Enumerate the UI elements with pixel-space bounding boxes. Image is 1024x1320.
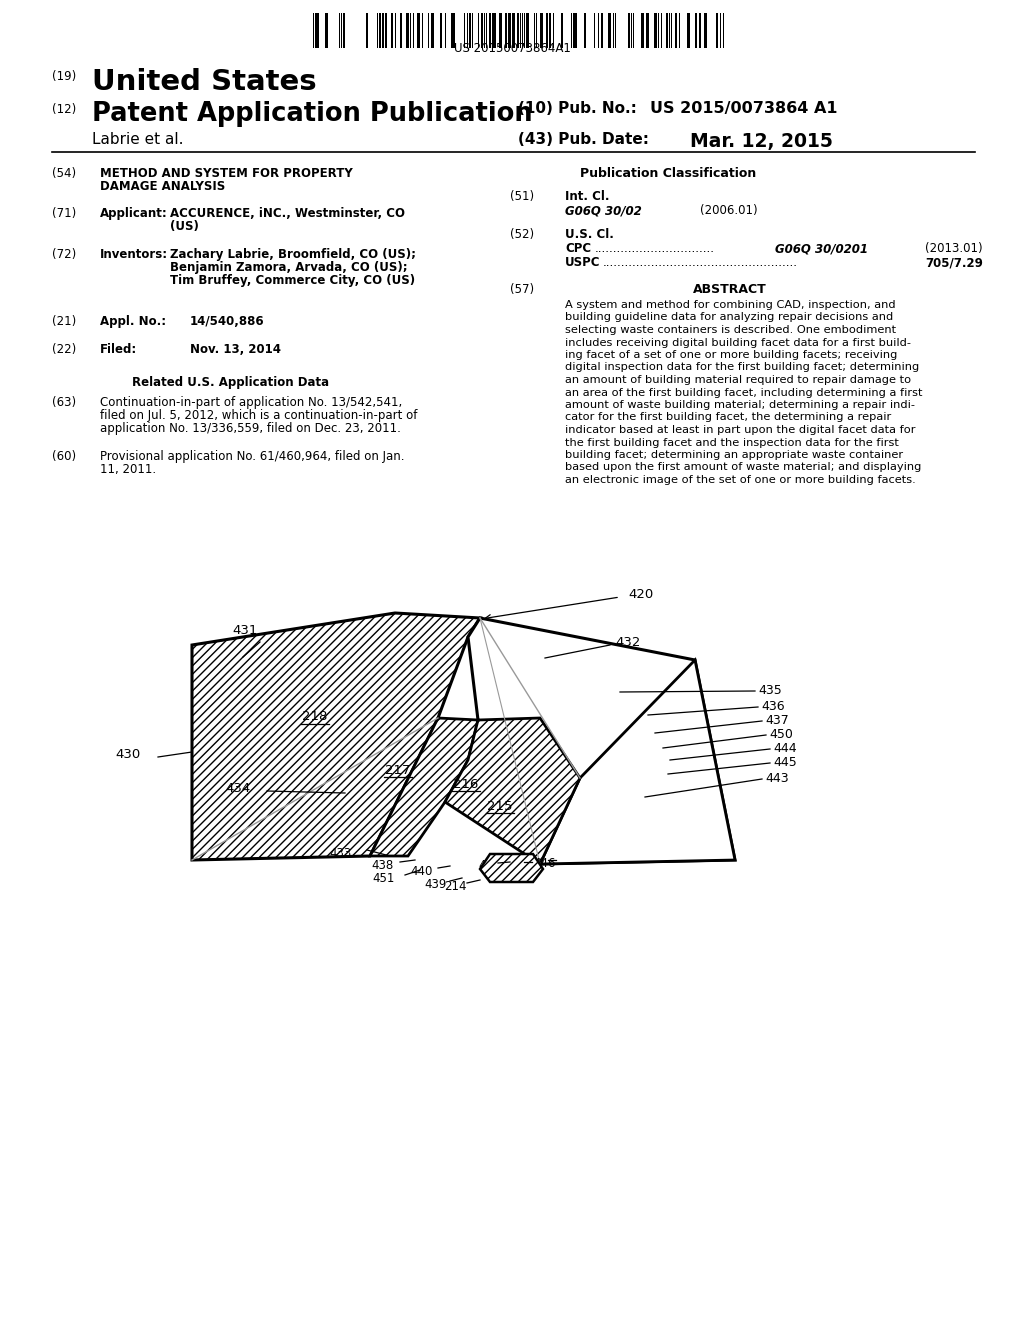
Text: building guideline data for analyzing repair decisions and: building guideline data for analyzing re… [565, 313, 893, 322]
Text: (72): (72) [52, 248, 76, 261]
Text: filed on Jul. 5, 2012, which is a continuation-in-part of: filed on Jul. 5, 2012, which is a contin… [100, 409, 418, 422]
Text: 435: 435 [758, 685, 781, 697]
Text: METHOD AND SYSTEM FOR PROPERTY: METHOD AND SYSTEM FOR PROPERTY [100, 168, 352, 180]
Text: Tim Bruffey, Commerce City, CO (US): Tim Bruffey, Commerce City, CO (US) [170, 275, 415, 286]
Polygon shape [468, 618, 735, 865]
Polygon shape [370, 718, 478, 855]
Text: 441: 441 [479, 859, 502, 873]
Text: (2006.01): (2006.01) [700, 205, 758, 216]
Text: (60): (60) [52, 450, 76, 463]
Text: 433: 433 [329, 847, 351, 861]
Text: 431: 431 [232, 624, 257, 638]
Text: ................................: ................................ [595, 242, 715, 255]
Text: 216: 216 [454, 777, 478, 791]
Text: 430: 430 [115, 748, 140, 762]
Text: (21): (21) [52, 315, 76, 327]
Text: U.S. Cl.: U.S. Cl. [565, 228, 613, 242]
Text: 217: 217 [385, 763, 411, 776]
Text: 439: 439 [425, 878, 447, 891]
Text: 445: 445 [773, 756, 797, 770]
Text: amount of waste building material; determining a repair indi-: amount of waste building material; deter… [565, 400, 915, 411]
Text: an electronic image of the set of one or more building facets.: an electronic image of the set of one or… [565, 475, 915, 484]
Text: (54): (54) [52, 168, 76, 180]
Text: 434: 434 [225, 783, 250, 796]
Text: ing facet of a set of one or more building facets; receiving: ing facet of a set of one or more buildi… [565, 350, 897, 360]
Polygon shape [480, 854, 543, 882]
Text: 444: 444 [773, 742, 797, 755]
Text: 420: 420 [628, 587, 653, 601]
Text: Mar. 12, 2015: Mar. 12, 2015 [690, 132, 833, 150]
Text: USPC: USPC [565, 256, 600, 269]
Text: Publication Classification: Publication Classification [580, 168, 757, 180]
Text: cator for the first building facet, the determining a repair: cator for the first building facet, the … [565, 412, 891, 422]
Text: ACCURENCE, iNC., Westminster, CO: ACCURENCE, iNC., Westminster, CO [170, 207, 406, 220]
Text: digital inspection data for the first building facet; determining: digital inspection data for the first bu… [565, 363, 920, 372]
Text: 14/540,886: 14/540,886 [190, 315, 264, 327]
Text: (12): (12) [52, 103, 76, 116]
Text: 215: 215 [487, 800, 513, 813]
Text: includes receiving digital building facet data for a first build-: includes receiving digital building face… [565, 338, 911, 347]
Text: US 20150073864A1: US 20150073864A1 [454, 42, 570, 55]
Text: Nov. 13, 2014: Nov. 13, 2014 [190, 343, 281, 356]
Text: 451: 451 [373, 873, 395, 884]
Text: (2013.01): (2013.01) [925, 242, 983, 255]
Text: building facet; determining an appropriate waste container: building facet; determining an appropria… [565, 450, 903, 459]
Text: Labrie et al.: Labrie et al. [92, 132, 183, 147]
Text: Continuation-in-part of application No. 13/542,541,: Continuation-in-part of application No. … [100, 396, 402, 409]
Text: United States: United States [92, 69, 316, 96]
Text: (52): (52) [510, 228, 535, 242]
Text: 446: 446 [534, 857, 556, 870]
Polygon shape [193, 612, 480, 861]
Text: ABSTRACT: ABSTRACT [693, 282, 767, 296]
Text: (51): (51) [510, 190, 535, 203]
Text: (71): (71) [52, 207, 76, 220]
Text: the first building facet and the inspection data for the first: the first building facet and the inspect… [565, 437, 899, 447]
Text: an amount of building material required to repair damage to: an amount of building material required … [565, 375, 911, 385]
Polygon shape [540, 660, 735, 865]
Text: Inventors:: Inventors: [100, 248, 168, 261]
Text: 705/7.29: 705/7.29 [925, 256, 983, 269]
Text: selecting waste containers is described. One embodiment: selecting waste containers is described.… [565, 325, 896, 335]
Text: based upon the first amount of waste material; and displaying: based upon the first amount of waste mat… [565, 462, 922, 473]
Text: 436: 436 [761, 701, 784, 714]
Text: application No. 13/336,559, filed on Dec. 23, 2011.: application No. 13/336,559, filed on Dec… [100, 422, 400, 436]
Text: Provisional application No. 61/460,964, filed on Jan.: Provisional application No. 61/460,964, … [100, 450, 404, 463]
Text: CPC: CPC [565, 242, 591, 255]
Text: 438: 438 [371, 859, 393, 873]
Text: Applicant:: Applicant: [100, 207, 168, 220]
Text: ....................................................: ........................................… [603, 256, 798, 269]
Text: Filed:: Filed: [100, 343, 137, 356]
Text: (10) Pub. No.:: (10) Pub. No.: [518, 102, 637, 116]
Text: 440: 440 [411, 865, 433, 878]
Text: Int. Cl.: Int. Cl. [565, 190, 609, 203]
Text: 214: 214 [443, 880, 466, 894]
Text: DAMAGE ANALYSIS: DAMAGE ANALYSIS [100, 180, 225, 193]
Text: an area of the first building facet, including determining a first: an area of the first building facet, inc… [565, 388, 923, 397]
Text: (22): (22) [52, 343, 76, 356]
Text: G06Q 30/0201: G06Q 30/0201 [775, 242, 868, 255]
Text: Related U.S. Application Data: Related U.S. Application Data [132, 376, 329, 389]
Text: 218: 218 [302, 710, 328, 723]
Text: indicator based at least in part upon the digital facet data for: indicator based at least in part upon th… [565, 425, 915, 436]
Text: Benjamin Zamora, Arvada, CO (US);: Benjamin Zamora, Arvada, CO (US); [170, 261, 408, 275]
Text: 432: 432 [615, 636, 640, 649]
Text: 213: 213 [504, 859, 526, 873]
Polygon shape [445, 718, 580, 865]
Text: (63): (63) [52, 396, 76, 409]
Text: Appl. No.:: Appl. No.: [100, 315, 166, 327]
Text: Patent Application Publication: Patent Application Publication [92, 102, 532, 127]
Text: 11, 2011.: 11, 2011. [100, 463, 156, 477]
Text: (43) Pub. Date:: (43) Pub. Date: [518, 132, 649, 147]
Text: G06Q 30/02: G06Q 30/02 [565, 205, 642, 216]
Text: Zachary Labrie, Broomfield, CO (US);: Zachary Labrie, Broomfield, CO (US); [170, 248, 416, 261]
Text: 437: 437 [765, 714, 788, 727]
Text: (19): (19) [52, 70, 76, 83]
Text: 450: 450 [769, 729, 793, 742]
Text: US 2015/0073864 A1: US 2015/0073864 A1 [650, 102, 838, 116]
Text: (US): (US) [170, 220, 199, 234]
Text: A system and method for combining CAD, inspection, and: A system and method for combining CAD, i… [565, 300, 896, 310]
Text: (57): (57) [510, 282, 535, 296]
Text: 443: 443 [765, 772, 788, 785]
